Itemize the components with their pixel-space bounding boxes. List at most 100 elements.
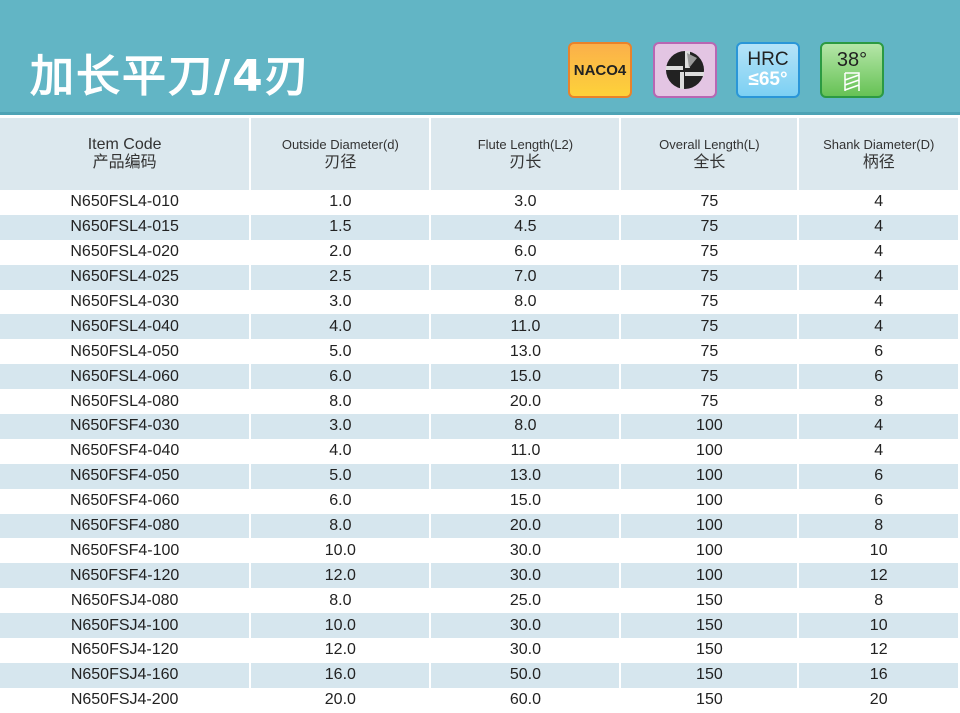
table-cell: 5.0: [250, 463, 432, 489]
table-cell: N650FSF4-120: [0, 563, 252, 589]
table-cell: 11.0: [430, 314, 622, 340]
table-cell: 13.0: [430, 463, 622, 489]
table-cell: 150: [620, 687, 800, 713]
table-cell: N650FSL4-080: [0, 389, 252, 415]
column-header: Flute Length(L2) 刃长: [430, 118, 622, 190]
table-cell: 30.0: [430, 563, 622, 589]
table-row: N650FSJ4-120 12.0 30.0 150 12: [0, 638, 960, 663]
page-title: 加长平刀/4刃: [30, 51, 311, 102]
table-cell: 4: [798, 289, 960, 315]
column-header: Overall Length(L) 全长: [620, 118, 800, 190]
table-cell: 75: [620, 364, 800, 390]
table-cell: N650FSL4-040: [0, 314, 252, 340]
table-cell: 10.0: [250, 613, 432, 639]
table-cell: 150: [620, 588, 800, 614]
table-cell: 12.0: [250, 563, 432, 589]
table-cell: 75: [620, 214, 800, 240]
table-cell: 75: [620, 190, 800, 215]
table-row: N650FSL4-030 3.0 8.0 75 4: [0, 289, 960, 315]
table-row: N650FSJ4-160 16.0 50.0 150 16: [0, 662, 960, 688]
table-cell: N650FSL4-015: [0, 214, 252, 240]
table-cell: 10.0: [250, 538, 432, 564]
table-cell: 4: [798, 239, 960, 265]
table-cell: 100: [620, 513, 800, 539]
table-cell: 150: [620, 662, 800, 688]
table-cell: N650FSL4-060: [0, 364, 252, 390]
helix-icon: [844, 71, 860, 91]
table-row: N650FSL4-040 4.0 11.0 75 4: [0, 314, 960, 340]
hardness-badge: HRC ≤65°: [736, 42, 800, 98]
helix-angle-badge: 38°: [820, 42, 884, 98]
table-cell: N650FSF4-100: [0, 538, 252, 564]
column-header-cn: 产品编码: [92, 154, 157, 171]
table-cell: N650FSF4-030: [0, 414, 252, 439]
table-cell: 15.0: [430, 364, 622, 390]
table-cell: 3.0: [250, 414, 432, 439]
table-cell: N650FSJ4-160: [0, 662, 252, 688]
table-cell: 10: [798, 613, 960, 639]
table-cell: N650FSJ4-200: [0, 687, 252, 713]
table-header-row: Item Code 产品编码 Outside Diameter(d) 刃径 Flute …: [0, 118, 960, 190]
table-cell: 8: [798, 513, 960, 539]
table-row: N650FSF4-060 6.0 15.0 100 6: [0, 488, 960, 514]
table-cell: 100: [620, 463, 800, 489]
angle-label: 38°: [836, 48, 868, 71]
table-cell: 75: [620, 314, 800, 340]
table-cell: 6.0: [430, 239, 622, 265]
table-cell: 75: [620, 339, 800, 365]
header-banner: 加长平刀/4刃 NACO4 HRC ≤65° 38°: [0, 0, 960, 115]
table-cell: 4: [798, 438, 960, 464]
four-flute-icon: [653, 42, 717, 98]
table-row: N650FSF4-030 3.0 8.0 100 4: [0, 414, 960, 439]
table-cell: 20.0: [430, 389, 622, 415]
table-cell: 1.5: [250, 214, 432, 240]
column-header-en: Outside Diameter(d): [281, 137, 399, 152]
table-cell: 100: [620, 538, 800, 564]
table-cell: 7.0: [430, 264, 622, 290]
table-cell: 6.0: [250, 364, 432, 390]
table-row: N650FSL4-080 8.0 20.0 75 8: [0, 389, 960, 415]
table-cell: 50.0: [430, 662, 622, 688]
table-row: N650FSJ4-100 10.0 30.0 150 10: [0, 613, 960, 639]
table-cell: 6.0: [250, 488, 432, 514]
table-cell: 16: [798, 662, 960, 688]
table-cell: N650FSL4-050: [0, 339, 252, 365]
table-cell: 10: [798, 538, 960, 564]
table-cell: 8.0: [430, 289, 622, 315]
table-cell: N650FSL4-030: [0, 289, 252, 315]
table-cell: N650FSL4-025: [0, 264, 252, 290]
table-row: N650FSF4-100 10.0 30.0 100 10: [0, 538, 960, 564]
table-cell: 2.0: [250, 239, 432, 265]
table-cell: 8: [798, 588, 960, 614]
table-cell: 8.0: [250, 389, 432, 415]
column-header-en: Shank Diameter(D): [823, 137, 935, 152]
table-row: N650FSL4-060 6.0 15.0 75 6: [0, 364, 960, 390]
table-row: N650FSJ4-080 8.0 25.0 150 8: [0, 588, 960, 614]
table-row: N650FSF4-040 4.0 11.0 100 4: [0, 438, 960, 464]
table-cell: 6: [798, 488, 960, 514]
table-cell: 6: [798, 364, 960, 390]
table-row: N650FSF4-120 12.0 30.0 100 12: [0, 563, 960, 589]
column-header-cn: 刃径: [324, 154, 357, 171]
table-cell: 4: [798, 264, 960, 290]
table-cell: 30.0: [430, 613, 622, 639]
table-row: N650FSL4-050 5.0 13.0 75 6: [0, 339, 960, 365]
table-row: N650FSF4-050 5.0 13.0 100 6: [0, 463, 960, 489]
column-header: Shank Diameter(D) 柄径: [798, 118, 960, 190]
table-cell: N650FSJ4-100: [0, 613, 252, 639]
table-row: N650FSJ4-200 20.0 60.0 150 20: [0, 687, 960, 713]
table-cell: N650FSF4-080: [0, 513, 252, 539]
table-cell: 100: [620, 414, 800, 439]
table-cell: 4.0: [250, 438, 432, 464]
table-cell: 3.0: [430, 190, 622, 215]
table-cell: 30.0: [430, 638, 622, 663]
column-header: Item Code 产品编码: [0, 118, 252, 190]
table-cell: 15.0: [430, 488, 622, 514]
table-cell: 25.0: [430, 588, 622, 614]
table-cell: 11.0: [430, 438, 622, 464]
table-cell: 16.0: [250, 662, 432, 688]
table-cell: 6: [798, 463, 960, 489]
table-cell: 60.0: [430, 687, 622, 713]
hrc-value: ≤65°: [748, 69, 788, 90]
table-cell: 100: [620, 438, 800, 464]
